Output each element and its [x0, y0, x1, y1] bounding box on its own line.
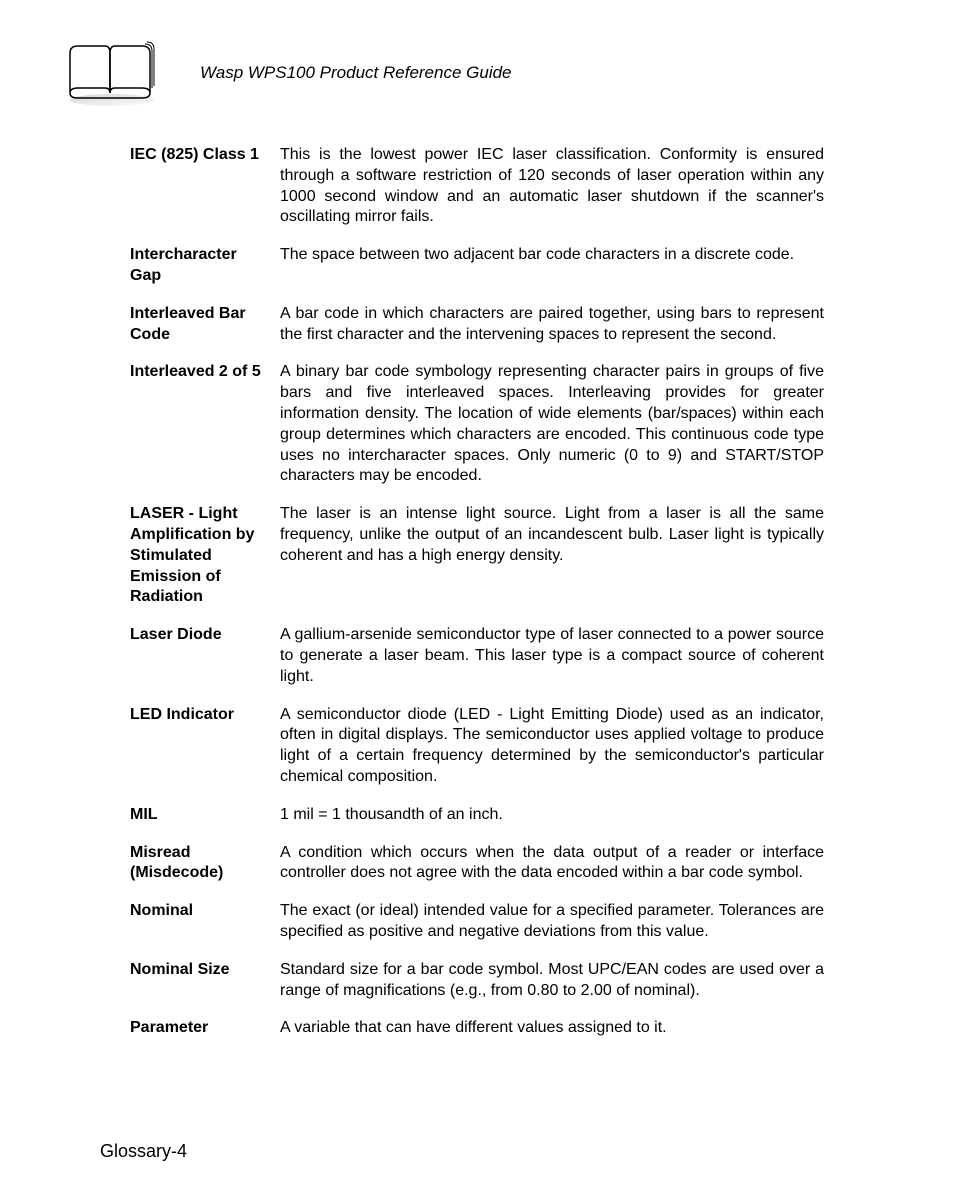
glossary-entry: Parameter A variable that can have diffe…	[130, 1018, 824, 1039]
glossary-entry: Laser Diode A gallium-arsenide semicondu…	[130, 625, 824, 687]
glossary-entry: LASER - Light Amplification by Stimulate…	[130, 504, 824, 608]
glossary-term: Interleaved Bar Code	[130, 304, 280, 346]
glossary-entry: Intercharacter Gap The space between two…	[130, 245, 824, 287]
glossary-entry: IEC (825) Class 1 This is the lowest pow…	[130, 145, 824, 228]
glossary-entry: MIL 1 mil = 1 thousandth of an inch.	[130, 805, 824, 826]
glossary-definition: The exact (or ideal) intended value for …	[280, 901, 824, 943]
glossary-term: Nominal	[130, 901, 280, 943]
glossary-term: Intercharacter Gap	[130, 245, 280, 287]
book-icon	[60, 38, 160, 108]
glossary-term: Nominal Size	[130, 960, 280, 1002]
glossary-definition: The laser is an intense light source. Li…	[280, 504, 824, 608]
glossary-term: IEC (825) Class 1	[130, 145, 280, 228]
glossary-content: IEC (825) Class 1 This is the lowest pow…	[130, 145, 824, 1056]
glossary-definition: 1 mil = 1 thousandth of an inch.	[280, 805, 824, 826]
glossary-entry: Misread (Misdecode) A condition which oc…	[130, 843, 824, 885]
glossary-definition: A gallium-arsenide semiconductor type of…	[280, 625, 824, 687]
glossary-definition: A binary bar code symbology representing…	[280, 362, 824, 487]
glossary-term: Laser Diode	[130, 625, 280, 687]
glossary-term: Parameter	[130, 1018, 280, 1039]
glossary-definition: A semiconductor diode (LED - Light Emitt…	[280, 705, 824, 788]
glossary-entry: Nominal The exact (or ideal) intended va…	[130, 901, 824, 943]
glossary-entry: Interleaved 2 of 5 A binary bar code sym…	[130, 362, 824, 487]
glossary-term: MIL	[130, 805, 280, 826]
glossary-definition: A condition which occurs when the data o…	[280, 843, 824, 885]
glossary-entry: Interleaved Bar Code A bar code in which…	[130, 304, 824, 346]
glossary-definition: Standard size for a bar code symbol. Mos…	[280, 960, 824, 1002]
glossary-definition: The space between two adjacent bar code …	[280, 245, 824, 287]
glossary-term: Interleaved 2 of 5	[130, 362, 280, 487]
glossary-entry: Nominal Size Standard size for a bar cod…	[130, 960, 824, 1002]
glossary-definition: A bar code in which characters are paire…	[280, 304, 824, 346]
glossary-definition: This is the lowest power IEC laser class…	[280, 145, 824, 228]
page-header: Wasp WPS100 Product Reference Guide	[60, 38, 512, 108]
glossary-term: LED Indicator	[130, 705, 280, 788]
glossary-term: LASER - Light Amplification by Stimulate…	[130, 504, 280, 608]
glossary-term: Misread (Misdecode)	[130, 843, 280, 885]
page-footer: Glossary-4	[100, 1141, 187, 1162]
glossary-definition: A variable that can have different value…	[280, 1018, 824, 1039]
header-title: Wasp WPS100 Product Reference Guide	[200, 63, 512, 83]
glossary-entry: LED Indicator A semiconductor diode (LED…	[130, 705, 824, 788]
